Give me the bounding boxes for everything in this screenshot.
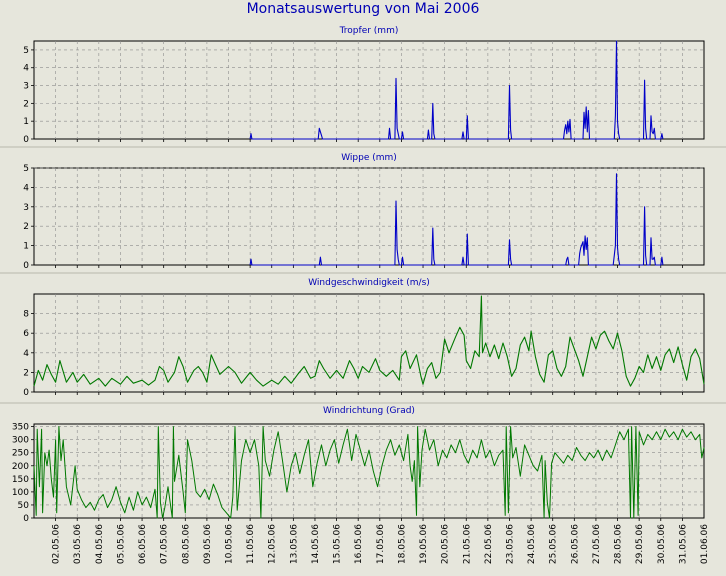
- y-tick-label: 50: [18, 501, 30, 511]
- x-tick-label: 16.05.06: [354, 524, 364, 564]
- panel-title: Tropfer (mm): [339, 26, 399, 36]
- x-tick-label: 03.05.06: [73, 524, 83, 564]
- x-tick-label: 28.05.06: [614, 524, 624, 564]
- y-tick-label: 5: [23, 164, 29, 174]
- x-tick-label: 27.05.06: [592, 524, 602, 564]
- y-tick-label: 3: [23, 203, 29, 213]
- x-tick-label: 11.05.06: [246, 524, 256, 564]
- panel-title: Windgeschwindigkeit (m/s): [308, 278, 430, 288]
- y-tick-label: 6: [23, 329, 29, 339]
- x-tick-label: 21.05.06: [462, 524, 472, 564]
- y-tick-label: 5: [23, 46, 29, 56]
- panel-title: Windrichtung (Grad): [323, 406, 415, 416]
- y-tick-label: 1: [23, 117, 29, 127]
- y-tick-label: 200: [12, 462, 29, 472]
- y-tick-label: 2: [23, 368, 29, 378]
- x-tick-label: 25.05.06: [549, 524, 559, 564]
- plot-area: [33, 40, 705, 140]
- x-tick-label: 10.05.06: [225, 524, 235, 564]
- x-tick-label: 24.05.06: [527, 524, 537, 564]
- x-tick-label: 18.05.06: [397, 524, 407, 564]
- chart-panel-2: Windgeschwindigkeit (m/s) 0 2 4 6 8: [23, 278, 705, 398]
- chart-panel-0: Tropfer (mm) 0 1 2 3 4 5: [23, 26, 705, 145]
- x-tick-label: 12.05.06: [268, 524, 278, 564]
- y-tick-label: 4: [23, 183, 29, 193]
- y-tick-label: 1: [23, 242, 29, 252]
- series-line: [33, 295, 705, 387]
- y-tick-label: 0: [23, 135, 29, 145]
- y-tick-label: 4: [23, 64, 29, 74]
- plot-area: [33, 167, 705, 266]
- series-line: [33, 426, 705, 519]
- chart-panel-1: Wippe (mm) 0 1 2 3 4 5: [23, 153, 705, 271]
- y-tick-label: 350: [12, 423, 29, 433]
- y-tick-label: 100: [12, 488, 29, 498]
- series-line: [249, 40, 664, 140]
- x-tick-label: 06.05.06: [138, 524, 148, 564]
- y-tick-label: 150: [12, 475, 29, 485]
- x-tick-label: 29.05.06: [635, 524, 645, 564]
- x-tick-label: 07.05.06: [160, 524, 170, 564]
- y-tick-label: 2: [23, 222, 29, 232]
- x-tick-label: 01.06.06: [700, 524, 710, 564]
- y-tick-label: 8: [23, 310, 29, 320]
- x-tick-label: 26.05.06: [570, 524, 580, 564]
- x-tick-label: 13.05.06: [289, 524, 299, 564]
- x-tick-label: 31.05.06: [678, 524, 688, 564]
- plot-area: [33, 293, 705, 393]
- x-tick-label: 20.05.06: [441, 524, 451, 564]
- x-tick-label: 17.05.06: [376, 524, 386, 564]
- x-tick-label: 05.05.06: [116, 524, 126, 564]
- x-tick-label: 30.05.06: [657, 524, 667, 564]
- y-tick-label: 3: [23, 82, 29, 92]
- y-tick-label: 0: [23, 261, 29, 271]
- x-tick-label: 02.05.06: [52, 524, 62, 564]
- panel-title: Wippe (mm): [341, 153, 397, 163]
- series-line: [249, 173, 664, 266]
- chart-panel-3: Windrichtung (Grad) 0 50 100 150 200 250 300 350: [12, 406, 705, 524]
- x-tick-label: 23.05.06: [505, 524, 515, 564]
- y-tick-label: 300: [12, 436, 29, 446]
- y-tick-label: 0: [23, 514, 29, 524]
- x-tick-label: 15.05.06: [333, 524, 343, 564]
- y-tick-label: 0: [23, 388, 29, 398]
- x-tick-label: 08.05.06: [181, 524, 191, 564]
- y-tick-label: 4: [23, 349, 29, 359]
- x-tick-label: 14.05.06: [311, 524, 321, 564]
- chart-main-title: Monatsauswertung von Mai 2006: [246, 1, 480, 17]
- x-tick-label: 09.05.06: [203, 524, 213, 564]
- x-tick-label: 04.05.06: [95, 524, 105, 564]
- y-tick-label: 2: [23, 99, 29, 109]
- y-tick-label: 250: [12, 449, 29, 459]
- x-tick-label: 19.05.06: [419, 524, 429, 564]
- x-tick-label: 22.05.06: [484, 524, 494, 564]
